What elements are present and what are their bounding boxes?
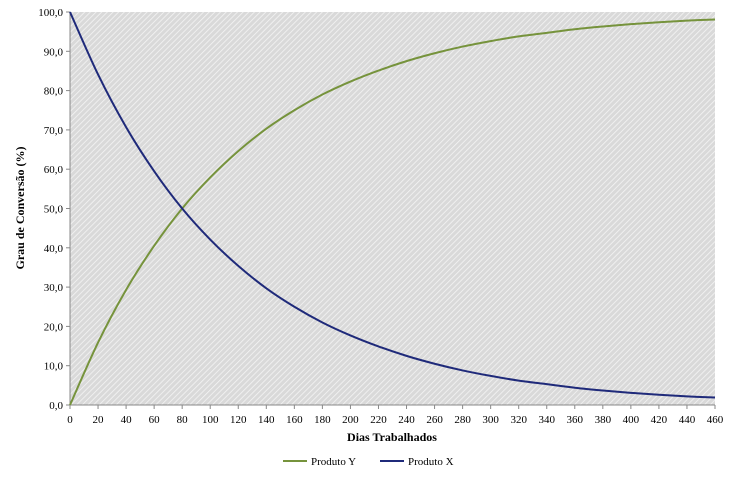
x-tick-label: 440: [679, 414, 696, 426]
x-tick-label: 140: [258, 414, 275, 426]
x-tick-label: 100: [202, 414, 219, 426]
y-tick-label: 60,0: [44, 164, 64, 176]
x-tick-label: 360: [567, 414, 584, 426]
x-tick-label: 20: [93, 414, 105, 426]
x-tick-label: 80: [177, 414, 189, 426]
y-tick-label: 70,0: [44, 125, 64, 137]
x-tick-label: 420: [651, 414, 668, 426]
x-tick-label: 400: [623, 414, 640, 426]
legend: Produto Y Produto X: [283, 456, 454, 468]
x-axis-title: Dias Trabalhados: [347, 430, 437, 444]
x-tick-label: 300: [482, 414, 499, 426]
y-tick-label: 80,0: [44, 86, 64, 98]
series-layer: [69, 11, 716, 406]
x-tick-label: 200: [342, 414, 359, 426]
x-tick-label: 60: [149, 414, 161, 426]
x-tick-label: 240: [398, 414, 415, 426]
y-tick-label: 40,0: [44, 243, 64, 255]
x-tick-label: 120: [230, 414, 247, 426]
y-axis-title: Grau de Conversão (%): [13, 147, 27, 270]
series-line-produto-x: [69, 11, 716, 399]
y-tick-label: 90,0: [44, 46, 64, 58]
y-tick-label: 0,0: [49, 400, 63, 412]
x-tick-label: 220: [370, 414, 387, 426]
y-axis: 0,0 10,0 20,0 30,0 40,0 50,0 60,0 70,0 80,0 90,0 1…: [38, 7, 70, 412]
x-tick-label: 380: [595, 414, 612, 426]
y-tick-label: 30,0: [44, 282, 64, 294]
x-tick-label: 0: [67, 414, 73, 426]
plot-area: [70, 12, 715, 405]
legend-label-produto-x: Produto X: [408, 456, 454, 468]
x-tick-label: 320: [510, 414, 527, 426]
y-tick-label: 10,0: [44, 361, 64, 373]
y-tick-label: 50,0: [44, 204, 64, 216]
x-tick-label: 40: [121, 414, 133, 426]
x-tick-label: 160: [286, 414, 303, 426]
x-tick-label: 260: [426, 414, 443, 426]
x-tick-label: 340: [538, 414, 555, 426]
y-tick-label: 100,0: [38, 7, 63, 19]
x-tick-label: 280: [454, 414, 471, 426]
x-tick-label: 460: [707, 414, 724, 426]
series-line-produto-y: [69, 18, 716, 406]
y-tick-label: 20,0: [44, 321, 64, 333]
x-tick-label: 180: [314, 414, 331, 426]
legend-label-produto-y: Produto Y: [311, 456, 356, 468]
x-axis: 0 20 40 60 80 100 120 140 160 180 200 220 240 260 280 3…: [67, 405, 724, 426]
